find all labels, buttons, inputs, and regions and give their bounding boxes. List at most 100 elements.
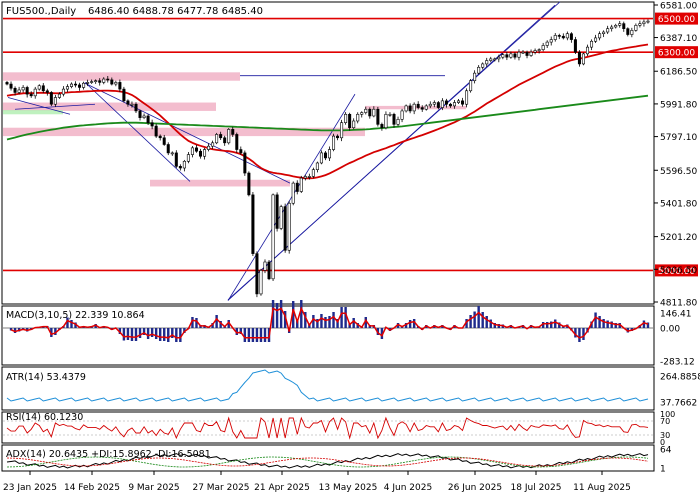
candle-body [37,85,41,90]
candle-body [388,113,392,116]
macd-histogram-bar [541,322,545,328]
candle-body [287,202,291,251]
macd-y-tick-label: 146.41 [660,310,692,320]
x-axis-tick-label: 11 Aug 2025 [573,483,631,493]
macd-histogram-bar [646,322,650,328]
candle-body [634,25,638,31]
candle-body [327,149,332,159]
macd-histogram-bar [211,323,214,328]
candle-body [41,85,45,92]
macd-histogram-bar [336,319,339,328]
candle-body [493,58,497,61]
price-level-badge [655,12,698,25]
candle-body [251,194,255,254]
candle-body [207,145,211,150]
rsi-title: RSI(14) 60.1230 [6,412,83,423]
candle-body [424,105,428,110]
macd-histogram-bar [408,320,412,328]
macd-histogram-bar [497,324,501,328]
candle-body [525,51,529,56]
macd-histogram-bar [227,320,230,328]
macd-histogram-bar [594,312,597,328]
candle-body [440,100,444,108]
candle-body [198,150,203,157]
macd-histogram-bar [171,328,174,338]
candle-body [469,80,473,92]
candle-body [291,182,295,204]
macd-histogram-bar [154,328,158,339]
candle-body [481,63,485,68]
macd-histogram-bar [340,307,343,328]
price-y-tick-label: 5401.80 [660,199,697,209]
adx-line [6,453,649,469]
candle-body [86,82,90,84]
candle-body [279,206,283,229]
macd-histogram-bar [332,312,335,328]
candle-body [13,87,17,93]
price-y-tick-label: 6186.50 [660,68,697,78]
candle-body [122,88,126,102]
candle-body [9,83,13,89]
candle-body [307,176,311,178]
candle-body [372,108,376,117]
macd-histogram-bar [320,314,323,328]
candle-body [283,206,287,251]
macd-histogram-bar [316,319,319,328]
candle-body [323,152,327,159]
candle-body [194,147,198,152]
price-header-ohlc: 6486.40 6488.78 6477.78 6485.40 [88,6,263,17]
rsi-y-tick-label: 70 [660,417,670,426]
macd-histogram-bar [473,311,476,328]
candle-body [219,134,223,139]
macd-histogram-bar [74,322,77,328]
macd-histogram-bar [251,328,255,342]
macd-histogram-bar [578,328,581,342]
candle-body [166,144,170,154]
candle-body [106,78,110,81]
price-level-label: 5000.00 [658,267,695,277]
candle-body [332,135,336,150]
macd-histogram-bar [13,328,17,333]
macd-histogram-bar [219,321,222,328]
macd-histogram-bar [574,328,577,338]
macd-histogram-bar [380,328,384,339]
candle-body [336,135,340,139]
candle-body [557,35,561,37]
candle-body [21,87,25,91]
macd-histogram-bar [610,321,613,328]
x-axis-tick-label: 4 Jun 2025 [384,483,432,493]
candle-body [412,103,416,112]
candle-body [69,83,74,87]
x-axis-tick-label: 23 Jan 2025 [3,483,57,493]
candle-body [630,30,634,35]
support-zone [3,110,63,115]
x-axis-tick-label: 21 Apr 2025 [254,483,310,493]
candle-body [541,45,545,50]
candle-body [231,129,235,135]
candle-body [142,115,146,118]
macd-histogram-bar [292,301,295,328]
candle-body [428,103,432,107]
macd-histogram-bar [126,328,130,340]
macd-histogram-bar [235,328,238,335]
macd-histogram-bar [352,318,355,328]
candle-body [130,103,134,106]
candle-body [247,172,251,196]
macd-histogram-bar [489,319,492,328]
candle-body [348,113,352,129]
candle-body [215,134,219,144]
candle-body [473,72,477,82]
atr-y-tick-label: 264.8858 [660,373,700,383]
supply-demand-zone [3,102,216,111]
candle-body [614,25,618,28]
candle-body [186,154,190,162]
candle-body [271,194,275,280]
sma-short-line [6,43,649,180]
candle-body [94,80,98,83]
candle-body [501,54,505,58]
candle-body [275,194,279,229]
atr-panel: 264.8858 37.7662 ATR(14) 53.4379 [1,366,700,411]
candle-body [90,81,94,83]
adx-title: ADX(14) 20.6435 +DI:15.8962 -DI:16.5081 [6,449,211,460]
